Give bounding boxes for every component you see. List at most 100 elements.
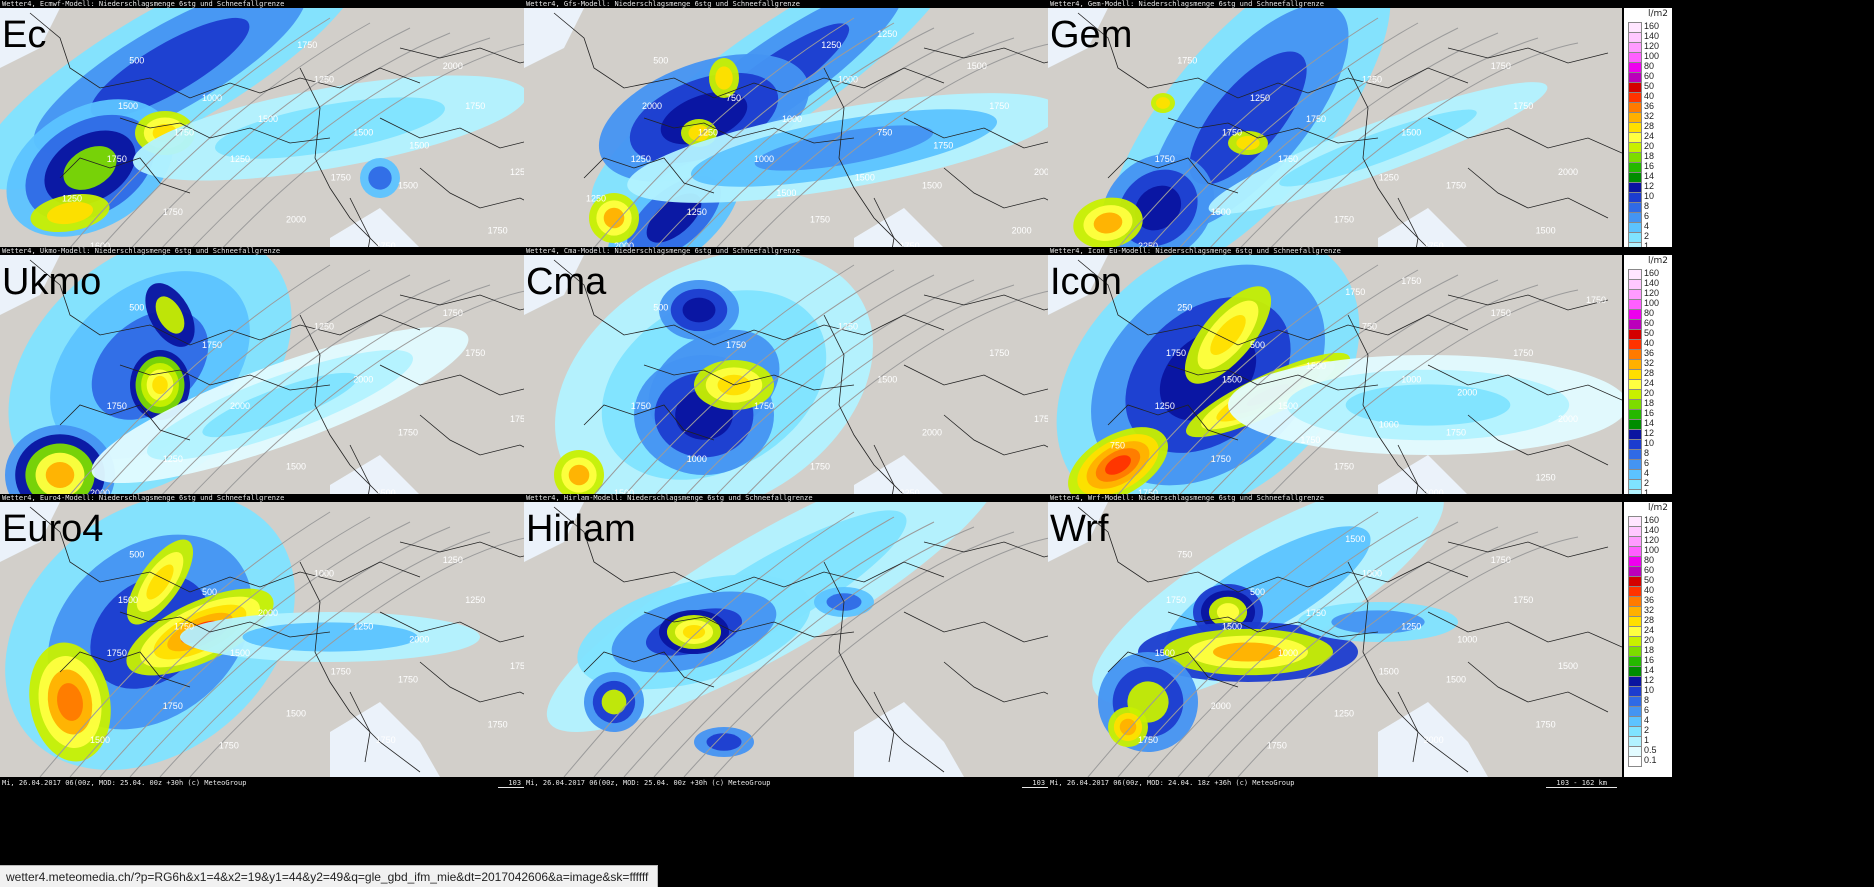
legend-value: 32 (1644, 605, 1655, 615)
isoline-label: 2000 (1457, 388, 1477, 398)
isoline-label: 500 (202, 587, 217, 597)
model-title: Cma (526, 261, 607, 303)
isoline-label: 1500 (1222, 621, 1242, 631)
precip-map[interactable]: Hirlam (524, 502, 1098, 777)
legend-value: 10 (1644, 438, 1655, 448)
legend-value: 140 (1644, 278, 1660, 288)
isoline-label: 1750 (1491, 555, 1511, 565)
isoline-label: 1250 (821, 40, 841, 50)
panel-header: Wetter4, Euro4-Modell: Niederschlagsmeng… (0, 494, 624, 502)
model-title: Hirlam (526, 508, 636, 550)
isoline-label: 1750 (398, 427, 418, 437)
legend-value: 14 (1644, 665, 1655, 675)
isoline-label: 2000 (1211, 701, 1231, 711)
isoline-label: 2000 (230, 401, 250, 411)
legend-value: 28 (1644, 368, 1655, 378)
isoline-label: 1250 (1334, 709, 1354, 719)
panel-header: Wetter4, Hirlam-Modell: Niederschlagsmen… (524, 494, 1148, 502)
precip-map[interactable]: 500 1000 1250 1500 1750 1250 1500 1750 2000 1750 1… (0, 8, 574, 283)
isoline-label: 1500 (1345, 534, 1365, 544)
isoline-label: 2000 (922, 427, 942, 437)
model-title: Gem (1050, 14, 1133, 56)
isoline-label: 1000 (838, 74, 858, 84)
isoline-label: 1750 (989, 348, 1009, 358)
isoline-label: 1500 (877, 374, 897, 384)
legend-value: 6 (1644, 458, 1650, 468)
isoline-label: 1750 (219, 741, 239, 751)
legend-value: 24 (1644, 131, 1655, 141)
isoline-label: 1250 (1250, 93, 1270, 103)
precip-map[interactable]: 500 1750 1250 2000 1750 2000 1750 1250 1500 1750 1… (0, 255, 574, 530)
isoline-label: 1500 (230, 648, 250, 658)
isoline-label: 1750 (1222, 127, 1242, 137)
legend-value: 16 (1644, 655, 1655, 665)
isoline-label: 2250 (1138, 241, 1158, 251)
isoline-label: 1750 (510, 414, 530, 424)
isoline-label: 1750 (1424, 241, 1444, 251)
isoline-label: 1500 (118, 595, 138, 605)
isoline-label: 1750 (163, 207, 183, 217)
isoline-label: 2000 (258, 608, 278, 618)
isoline-label: 1000 (1457, 635, 1477, 645)
isoline-label: 500 (653, 303, 668, 313)
legend-value: 4 (1644, 715, 1650, 725)
isoline-label: 1500 (90, 735, 110, 745)
panel-header: Wetter4, Icon Eu-Modell: Niederschlagsme… (1048, 247, 1672, 255)
isoline-label: 1750 (1300, 435, 1320, 445)
isoline-label: 1750 (174, 621, 194, 631)
isoline-label: 1500 (1278, 401, 1298, 411)
legend-value: 28 (1644, 121, 1655, 131)
isoline-label: 1750 (810, 215, 830, 225)
isoline-label: 1500 (286, 462, 306, 472)
legend-value: 40 (1644, 585, 1655, 595)
isoline-label: 1750 (174, 127, 194, 137)
isoline-label: 1750 (1513, 348, 1533, 358)
panel-ec: Wetter4, Ecmwf-Modell: Niederschlagsmeng… (0, 0, 624, 295)
legend-value: 6 (1644, 211, 1650, 221)
legend-value: 6 (1644, 705, 1650, 715)
precip-map[interactable]: 250 500 750 1000 1250 1500 1750 1750 1750 1750 200… (1048, 255, 1622, 530)
legend-value: 120 (1644, 288, 1660, 298)
isoline-label: 1750 (1138, 735, 1158, 745)
status-url[interactable]: wetter4.meteomedia.ch/?p=RG6h&x1=4&x2=19… (0, 865, 658, 887)
precip-map[interactable]: 500 500 1000 1250 1750 1500 1750 1750 1500 1250 17… (0, 502, 574, 777)
legend-value: 14 (1644, 418, 1655, 428)
isoline-label: 1250 (631, 154, 651, 164)
isoline-label: 1250 (698, 127, 718, 137)
legend-value: 20 (1644, 388, 1655, 398)
isoline-label: 750 (1110, 441, 1125, 451)
isoline-label: 1750 (107, 154, 127, 164)
isoline-label: 1750 (1536, 719, 1556, 729)
isoline-label: 500 (129, 550, 144, 560)
precip-map[interactable]: 750 500 1000 1250 1500 1000 1500 2000 1250 1750 15… (1048, 502, 1622, 777)
precip-map[interactable]: 1750 1250 1250 1500 1750 1750 1750 1500 1750 1750… (1048, 8, 1622, 283)
isoline-label: 2000 (286, 215, 306, 225)
legend-value: 160 (1644, 515, 1660, 525)
isoline-label: 1250 (1155, 401, 1175, 411)
precip-map[interactable]: 500 1750 1250 1500 1750 1750 2000 1000 1750 1750 1… (524, 255, 1098, 530)
isoline-label: 1750 (1155, 154, 1175, 164)
isoline-label: 1750 (1334, 462, 1354, 472)
isoline-label: 1750 (989, 101, 1009, 111)
legend-value: 36 (1644, 348, 1655, 358)
isoline-label: 2000 (90, 488, 110, 498)
isoline-label: 1000 (782, 114, 802, 124)
legend-value: 12 (1644, 428, 1655, 438)
legend-value: 32 (1644, 358, 1655, 368)
isoline-label: 2000 (614, 241, 634, 251)
legend-value: 2 (1644, 231, 1650, 241)
isoline-label: 2000 (642, 101, 662, 111)
legend-value: 80 (1644, 555, 1655, 565)
isoline-label: 1500 (776, 188, 796, 198)
legend-value: 50 (1644, 575, 1655, 585)
legend-value: 28 (1644, 615, 1655, 625)
model-title: Euro4 (2, 508, 104, 550)
isoline-label: 1500 (398, 180, 418, 190)
precip-map[interactable]: 500 750 1000 750 1250 1000 1500 1250 1750 1750 200… (524, 8, 1098, 283)
legend-value: 8 (1644, 695, 1650, 705)
isoline-label: 1750 (1211, 454, 1231, 464)
legend-value: 4 (1644, 221, 1650, 231)
